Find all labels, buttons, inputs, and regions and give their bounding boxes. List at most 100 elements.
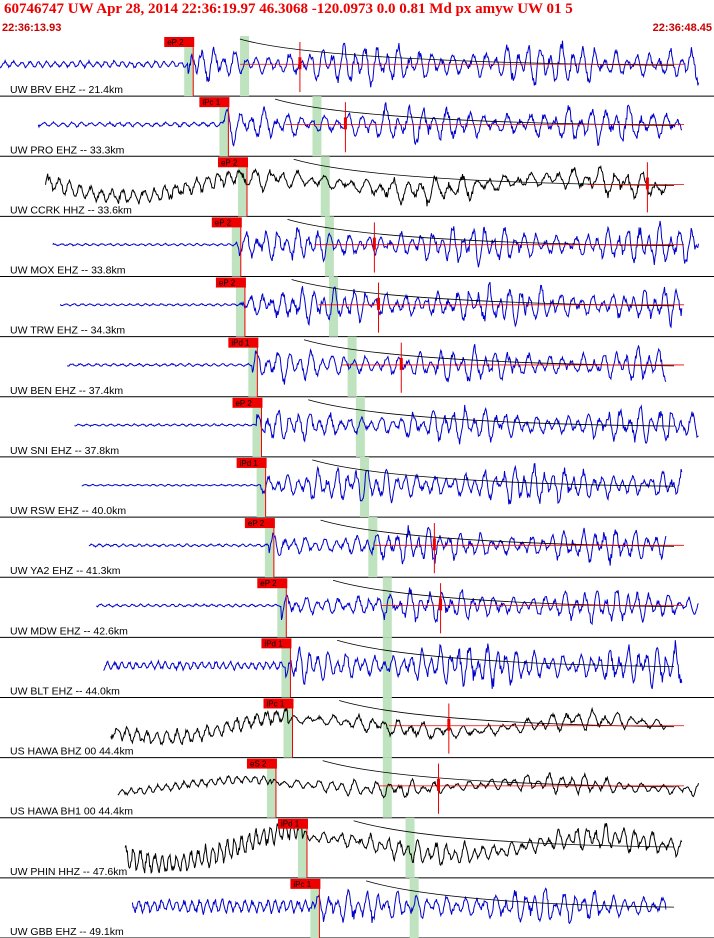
s-window [329, 276, 339, 337]
s-pick-marker [399, 357, 403, 370]
p-pick-flag [232, 397, 263, 408]
coda-curve [312, 459, 675, 487]
waveform [88, 525, 667, 566]
s-pick-marker [645, 177, 649, 190]
p-pick-flag [257, 578, 288, 589]
p-window [219, 100, 229, 157]
waveform [96, 587, 699, 626]
pick-label: eP 2 [248, 519, 265, 528]
waveform [66, 344, 667, 385]
pick-label: eP 2 [260, 579, 277, 588]
pick-label: iPd 1 [281, 820, 300, 829]
trace-row: eP 2 UW CCRK HHZ -- 33.6km [0, 156, 714, 217]
s-window [240, 36, 250, 97]
s-window [368, 517, 378, 578]
s-pick-marker [432, 538, 436, 551]
trace-row: eP 2 UW TRW EHZ -- 34.3km [0, 276, 714, 338]
p-pick-flag [290, 878, 321, 889]
waveform [124, 819, 683, 875]
p-window [281, 641, 291, 698]
p-window [231, 220, 241, 277]
trace-row: iPd 1 UW BEN EHZ -- 37.4km [0, 336, 714, 398]
p-window [184, 40, 194, 97]
channel-label: UW BEN EHZ -- 37.4km [10, 385, 123, 397]
s-pick-marker [439, 598, 443, 611]
s-pick-marker [298, 57, 302, 70]
coda-curve [336, 639, 675, 667]
coda-curve [239, 38, 675, 66]
p-pick-flag [244, 518, 275, 529]
trace-row: iPc 1 UW GBB EHZ -- 49.1km [0, 877, 714, 938]
channel-label: UW BRV EHZ -- 21.4km [10, 84, 123, 96]
s-window [355, 396, 365, 457]
p-pick-flag [277, 818, 308, 829]
channel-label: UW BLT EHZ -- 44.0km [10, 685, 120, 697]
s-pick-marker [343, 117, 347, 130]
p-window [235, 280, 245, 337]
waveform [103, 640, 683, 689]
waveform [45, 164, 667, 207]
s-window [312, 96, 322, 157]
s-window [324, 216, 334, 277]
channel-label: UW MDW EHZ -- 42.6km [10, 625, 128, 637]
seismogram-panel: eP 2 UW BRV EHZ -- 21.4km iPc 1 UW PRO EHZ … [0, 36, 714, 938]
waveform [131, 887, 667, 925]
p-window [237, 160, 247, 217]
channel-label: US HAWA BH1 00 44.4km [10, 806, 133, 818]
pick-label: eP 2 [215, 218, 232, 227]
channel-label: UW RSW EHZ -- 40.0km [10, 505, 126, 517]
channel-label: UW PHIN HHZ -- 47.6km [10, 866, 128, 878]
channel-label: US HAWA BHZ 00 44.4km [10, 746, 134, 758]
channel-label: UW SNI EHZ -- 37.8km [10, 445, 119, 457]
channel-label: UW MOX EHZ -- 33.8km [10, 265, 126, 277]
trace-row: eP 2 UW SNI EHZ -- 37.8km [0, 396, 714, 458]
p-pick-flag [164, 37, 195, 47]
s-pick-marker [436, 778, 440, 791]
end-time-label: 22:36:48.45 [652, 22, 712, 34]
s-window [347, 336, 357, 397]
p-window [266, 761, 276, 818]
waveform [74, 404, 699, 445]
trace-row: eP 2 UW MDW EHZ -- 42.6km [0, 577, 714, 638]
pick-label: iPd 1 [264, 639, 283, 648]
pick-label: eS 2 [250, 760, 267, 769]
s-window [409, 877, 419, 938]
p-pick-flag [236, 457, 267, 468]
coda-curve [291, 279, 675, 307]
p-window [297, 821, 307, 878]
trace-row: eP 2 UW MOX EHZ -- 33.8km [0, 216, 714, 278]
pick-label: eP 2 [219, 279, 236, 288]
pick-label: eP 2 [167, 38, 184, 47]
coda-curve [308, 399, 675, 427]
waveform [117, 771, 699, 799]
waveform [0, 40, 700, 88]
waveform [37, 102, 683, 147]
s-pick-marker [372, 237, 376, 250]
p-pick-flag [261, 638, 292, 649]
trace-row: eP 2 UW BRV EHZ -- 21.4km [0, 36, 714, 97]
channel-label: UW GBB EHZ -- 49.1km [10, 926, 124, 938]
p-pick-flag [199, 97, 230, 108]
pick-label: iPc 1 [267, 699, 285, 708]
p-pick-flag [215, 277, 246, 288]
s-window [382, 637, 392, 698]
trace-row: iPc 1 UW PRO EHZ -- 33.3km [0, 96, 714, 157]
p-window [310, 881, 320, 938]
channel-label: UW PRO EHZ -- 33.3km [10, 144, 125, 156]
trace-row: iPd 1 UW BLT EHZ -- 44.0km [0, 637, 714, 698]
s-window [405, 817, 415, 878]
trace-row: eP 2 UW YA2 EHZ -- 41.3km [0, 517, 714, 578]
pick-label: eP 2 [235, 399, 252, 408]
p-window [283, 701, 293, 758]
pick-label: iPd 1 [231, 339, 250, 348]
coda-curve [353, 820, 675, 848]
waveform [81, 463, 683, 505]
p-pick-flag [246, 758, 277, 769]
pick-label: iPc 1 [293, 880, 311, 889]
p-pick-flag [217, 157, 248, 168]
pick-label: eP 2 [221, 158, 238, 167]
trace-row: eS 2 US HAWA BH1 00 44.4km [0, 757, 714, 819]
coda-curve [274, 98, 675, 126]
channel-label: UW YA2 EHZ -- 41.3km [10, 565, 121, 577]
p-pick-flag [228, 337, 259, 348]
